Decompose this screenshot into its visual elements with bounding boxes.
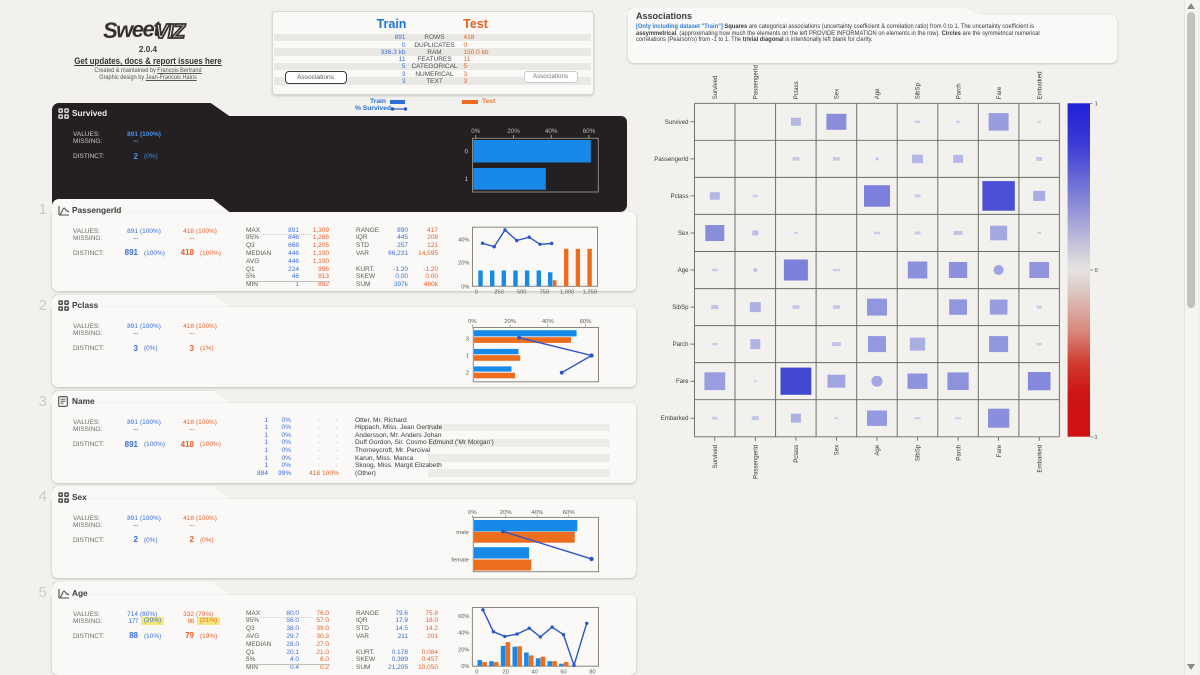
svg-text:3: 3 bbox=[466, 337, 470, 343]
svg-text:Sex: Sex bbox=[834, 445, 841, 456]
svg-text:250: 250 bbox=[494, 290, 504, 296]
svg-text:80: 80 bbox=[589, 670, 595, 675]
svg-text:-1: -1 bbox=[1093, 435, 1098, 441]
svg-text:0%: 0% bbox=[471, 128, 481, 135]
svg-text:Parch: Parch bbox=[955, 445, 962, 461]
svg-text:40%: 40% bbox=[458, 237, 469, 243]
svg-text:Fare: Fare bbox=[996, 86, 1003, 99]
svg-text:20%: 20% bbox=[504, 319, 517, 325]
svg-text:SibSp: SibSp bbox=[672, 304, 689, 311]
svg-text:Sex: Sex bbox=[678, 230, 689, 237]
svg-text:Embarked: Embarked bbox=[661, 415, 689, 422]
svg-text:1: 1 bbox=[1095, 101, 1098, 107]
svg-text:60%: 60% bbox=[580, 319, 593, 325]
svg-text:0%: 0% bbox=[468, 319, 477, 325]
svg-text:2: 2 bbox=[466, 371, 469, 377]
svg-text:Survived: Survived bbox=[712, 445, 719, 469]
svg-text:male: male bbox=[456, 530, 469, 536]
svg-text:Parch: Parch bbox=[955, 83, 962, 99]
svg-text:40%: 40% bbox=[531, 510, 544, 516]
svg-text:PassengerId: PassengerId bbox=[753, 445, 760, 479]
svg-text:Embarked: Embarked bbox=[1036, 72, 1043, 100]
svg-text:PassengerId: PassengerId bbox=[654, 156, 688, 163]
svg-text:Age: Age bbox=[874, 88, 881, 99]
svg-text:1: 1 bbox=[464, 176, 468, 183]
svg-text:Embarked: Embarked bbox=[1036, 445, 1043, 473]
svg-text:0: 0 bbox=[1095, 268, 1098, 274]
svg-text:Survived: Survived bbox=[712, 76, 719, 100]
svg-text:0%: 0% bbox=[461, 664, 469, 670]
svg-text:Pclass: Pclass bbox=[671, 193, 689, 200]
svg-text:Age: Age bbox=[874, 444, 881, 455]
svg-text:0%: 0% bbox=[461, 284, 469, 290]
svg-text:60%: 60% bbox=[458, 614, 469, 620]
svg-text:Pclass: Pclass bbox=[793, 445, 800, 463]
svg-text:60%: 60% bbox=[563, 510, 576, 516]
svg-text:60%: 60% bbox=[583, 128, 596, 135]
svg-text:SibSp: SibSp bbox=[915, 444, 922, 461]
svg-text:20%: 20% bbox=[458, 647, 469, 653]
svg-text:1,250: 1,250 bbox=[583, 290, 597, 296]
svg-text:750: 750 bbox=[540, 290, 550, 296]
svg-text:40%: 40% bbox=[542, 319, 555, 325]
svg-text:20%: 20% bbox=[500, 510, 513, 516]
svg-text:20%: 20% bbox=[458, 261, 469, 267]
svg-text:Survived: Survived bbox=[665, 119, 689, 126]
svg-text:20%: 20% bbox=[507, 128, 520, 135]
svg-text:1: 1 bbox=[466, 354, 469, 360]
svg-text:Sex: Sex bbox=[834, 89, 841, 100]
svg-text:SibSp: SibSp bbox=[915, 82, 922, 99]
svg-text:0: 0 bbox=[464, 149, 468, 156]
svg-text:40: 40 bbox=[531, 670, 537, 675]
svg-text:female: female bbox=[451, 558, 469, 564]
svg-text:40%: 40% bbox=[458, 631, 469, 637]
svg-text:Fare: Fare bbox=[676, 378, 689, 385]
svg-text:Age: Age bbox=[678, 267, 689, 274]
svg-text:60: 60 bbox=[560, 670, 566, 675]
svg-text:0%: 0% bbox=[468, 510, 477, 516]
svg-text:Pclass: Pclass bbox=[793, 81, 800, 99]
svg-text:0: 0 bbox=[475, 290, 478, 296]
svg-text:Parch: Parch bbox=[673, 341, 689, 348]
svg-text:Fare: Fare bbox=[996, 444, 1003, 457]
svg-text:40%: 40% bbox=[545, 128, 558, 135]
svg-text:500: 500 bbox=[517, 290, 527, 296]
svg-text:20: 20 bbox=[503, 670, 509, 675]
svg-text:1,000: 1,000 bbox=[560, 290, 574, 296]
svg-text:0: 0 bbox=[475, 670, 478, 675]
svg-text:PassengerId: PassengerId bbox=[753, 65, 760, 99]
